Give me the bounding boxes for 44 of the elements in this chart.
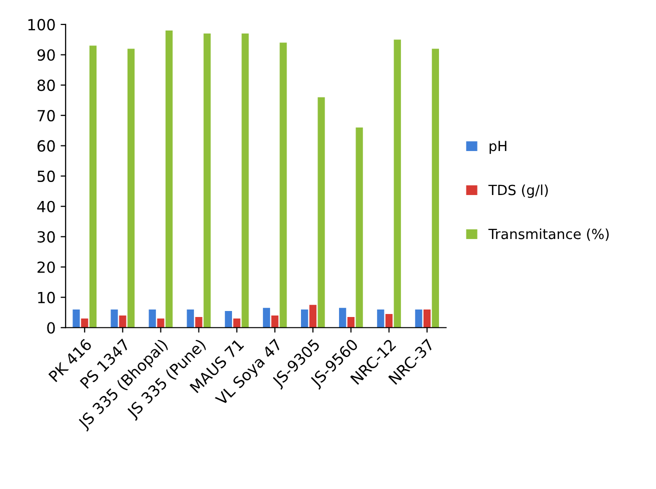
y-tick-label: 70 — [38, 110, 55, 122]
y-tick-label: 40 — [37, 200, 55, 212]
legend-label: Transmitance (%) — [488, 228, 609, 241]
bar — [204, 34, 211, 328]
bar — [81, 318, 88, 328]
bar — [309, 304, 316, 328]
y-tick-label: 50 — [38, 170, 55, 182]
bar — [148, 309, 156, 328]
bar — [166, 30, 173, 328]
bar — [110, 309, 118, 328]
legend-label: pH — [490, 140, 506, 154]
legend-label: TDS (g/l) — [488, 184, 548, 198]
bar — [394, 40, 401, 328]
bar — [415, 309, 422, 328]
bar — [432, 48, 439, 328]
bar — [262, 308, 270, 328]
bar — [89, 46, 97, 328]
bar — [356, 128, 363, 328]
y-tick-label: 90 — [37, 49, 55, 61]
bar — [424, 309, 431, 328]
bar — [233, 318, 240, 328]
y-tick-label: 30 — [38, 231, 55, 243]
bar — [377, 309, 384, 328]
y-tick-label: 0 — [47, 322, 55, 334]
y-tick-label: 80 — [37, 80, 55, 92]
bar — [280, 42, 287, 328]
y-tick-label: 10 — [38, 292, 55, 304]
bar — [347, 317, 355, 328]
bar — [271, 316, 278, 328]
bar — [242, 34, 249, 328]
y-tick-label: 20 — [38, 261, 55, 274]
bar — [157, 318, 164, 328]
y-tick-label: 60 — [38, 140, 55, 152]
bar — [186, 309, 194, 328]
bar — [339, 308, 346, 328]
bar — [385, 314, 393, 328]
bar — [119, 316, 126, 328]
bar — [127, 48, 135, 328]
bar — [224, 310, 232, 328]
bar — [318, 97, 325, 328]
y-tick-label: 100 — [28, 18, 55, 30]
bar — [72, 309, 80, 328]
bar — [195, 317, 202, 328]
bar — [300, 309, 308, 328]
